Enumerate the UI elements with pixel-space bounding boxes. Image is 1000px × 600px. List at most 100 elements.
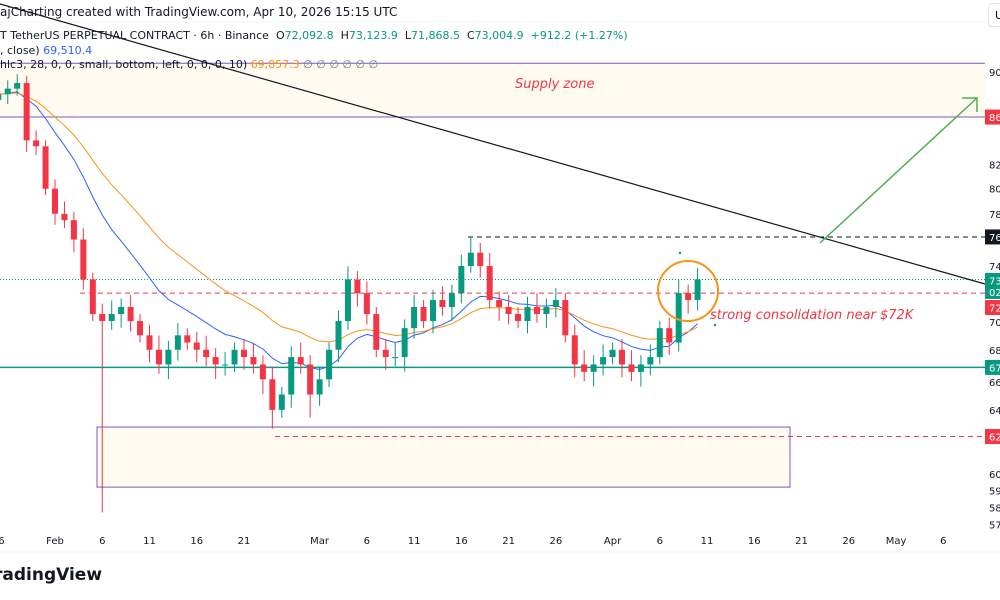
- candle-body[interactable]: [392, 357, 399, 359]
- candle-body[interactable]: [42, 146, 49, 189]
- time-tick-label: 16: [748, 536, 761, 547]
- candle-body[interactable]: [694, 279, 701, 301]
- candle-body[interactable]: [685, 293, 692, 301]
- candle-body[interactable]: [543, 306, 550, 314]
- candle-body[interactable]: [14, 83, 21, 89]
- candle-body[interactable]: [344, 279, 351, 322]
- candle-body[interactable]: [628, 364, 635, 372]
- candle-body[interactable]: [562, 300, 569, 336]
- candle-body[interactable]: [335, 321, 342, 350]
- consolidation-circle[interactable]: [657, 260, 719, 322]
- candle-body[interactable]: [411, 306, 418, 329]
- candle-body[interactable]: [4, 88, 11, 95]
- price-tick-label: 70: [989, 318, 1000, 329]
- time-tick-label: 21: [238, 536, 251, 547]
- candle-body[interactable]: [656, 328, 663, 358]
- candle-body[interactable]: [269, 379, 276, 410]
- candle-body[interactable]: [581, 364, 588, 372]
- candle-body[interactable]: [165, 349, 172, 365]
- candle-body[interactable]: [70, 220, 77, 240]
- candle-body[interactable]: [354, 279, 361, 294]
- candle-body[interactable]: [297, 357, 304, 365]
- candle-body[interactable]: [316, 379, 323, 395]
- candle-body[interactable]: [382, 349, 389, 358]
- marker-dot: [713, 323, 717, 327]
- candle-body[interactable]: [515, 313, 522, 322]
- candle-body[interactable]: [61, 213, 68, 221]
- candle-body[interactable]: [212, 357, 219, 365]
- time-tick-label: 11: [701, 536, 714, 547]
- candle-body[interactable]: [127, 306, 134, 322]
- candle-body[interactable]: [477, 252, 484, 266]
- price-label-text: 86: [989, 113, 1000, 124]
- candle-body[interactable]: [458, 265, 465, 294]
- time-tick-label: May: [886, 536, 907, 547]
- candle-body[interactable]: [439, 300, 446, 307]
- indicator-2-legend[interactable]: hlc3, 28, 0, 0, small, bottom, left, 0, …: [0, 58, 378, 71]
- candle-body[interactable]: [675, 293, 682, 343]
- candle-body[interactable]: [467, 252, 474, 266]
- candle-body[interactable]: [259, 364, 266, 380]
- candle-body[interactable]: [241, 349, 247, 358]
- supply-zone[interactable]: [0, 63, 985, 118]
- candle-body[interactable]: [174, 335, 181, 350]
- symbol-name[interactable]: T TetherUS PERPETUAL CONTRACT · 6h · Bin…: [0, 29, 269, 42]
- candle-body[interactable]: [619, 349, 625, 365]
- candle-body[interactable]: [571, 335, 578, 365]
- candle-body[interactable]: [486, 265, 493, 301]
- price-label-text: 72: [989, 303, 1000, 314]
- candle-body[interactable]: [609, 349, 616, 358]
- candle-body[interactable]: [326, 349, 333, 380]
- candle-body[interactable]: [420, 306, 427, 322]
- candle-body[interactable]: [552, 300, 559, 307]
- candle-body[interactable]: [666, 328, 673, 343]
- candle-body[interactable]: [137, 321, 144, 336]
- candle-body[interactable]: [0, 94, 2, 100]
- time-tick-label: 26: [842, 536, 855, 547]
- candle-body[interactable]: [448, 293, 455, 307]
- candle-body[interactable]: [203, 349, 210, 358]
- candle-body[interactable]: [193, 342, 200, 350]
- candle-body[interactable]: [250, 357, 257, 365]
- candle-body[interactable]: [278, 394, 285, 410]
- candle-body[interactable]: [533, 306, 540, 314]
- candle-body[interactable]: [52, 188, 58, 214]
- candle-body[interactable]: [373, 313, 380, 350]
- candle-body[interactable]: [496, 300, 503, 307]
- currency-unit-button[interactable]: U: [988, 3, 1000, 27]
- candle-body[interactable]: [231, 349, 238, 365]
- time-axis[interactable]: 26 Feb 6 11 16 21 Mar 6 11 16 21 26 Apr 6 11 16 21 26 May 6: [0, 536, 946, 547]
- candle-body[interactable]: [99, 313, 106, 322]
- demand-box[interactable]: [96, 426, 791, 488]
- candle-body[interactable]: [222, 364, 229, 366]
- candle-body[interactable]: [363, 293, 370, 314]
- candle-body[interactable]: [155, 349, 162, 365]
- candle-body[interactable]: [80, 239, 87, 280]
- candle-body[interactable]: [146, 335, 153, 350]
- candle-body[interactable]: [184, 335, 191, 343]
- candle-body[interactable]: [637, 364, 644, 372]
- candle-body[interactable]: [108, 313, 115, 322]
- time-tick-label: Feb: [46, 536, 64, 547]
- high-value: 73,123.9: [348, 29, 398, 42]
- candle-body[interactable]: [89, 279, 96, 314]
- candle-body[interactable]: [524, 306, 531, 322]
- candle-body[interactable]: [23, 83, 30, 141]
- candle-body[interactable]: [430, 300, 436, 322]
- candle-body[interactable]: [401, 328, 408, 358]
- green-arrow[interactable]: [819, 97, 978, 244]
- candle-body[interactable]: [118, 306, 125, 314]
- candle-body[interactable]: [505, 306, 512, 314]
- candle-body[interactable]: [307, 364, 314, 395]
- candle-body[interactable]: [647, 357, 654, 365]
- tradingview-logo[interactable]: radingView: [0, 565, 103, 585]
- indicator-1-legend[interactable]: , close) 69,510.4: [0, 44, 92, 57]
- candle-body[interactable]: [288, 357, 295, 395]
- candle-body[interactable]: [590, 364, 597, 372]
- descending-trendline[interactable]: [0, 3, 986, 285]
- candle-body[interactable]: [33, 140, 40, 147]
- credit-line: ajCharting created with TradingView.com,…: [0, 5, 398, 19]
- candle-body[interactable]: [600, 357, 607, 365]
